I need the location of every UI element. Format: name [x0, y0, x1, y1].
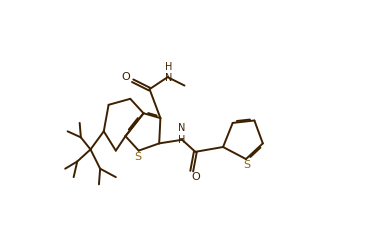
Text: S: S [134, 152, 141, 162]
Text: H
N: H N [165, 61, 173, 83]
Text: N
H: N H [178, 123, 185, 145]
Text: S: S [244, 160, 251, 170]
Text: O: O [191, 172, 200, 182]
Text: O: O [121, 72, 130, 82]
